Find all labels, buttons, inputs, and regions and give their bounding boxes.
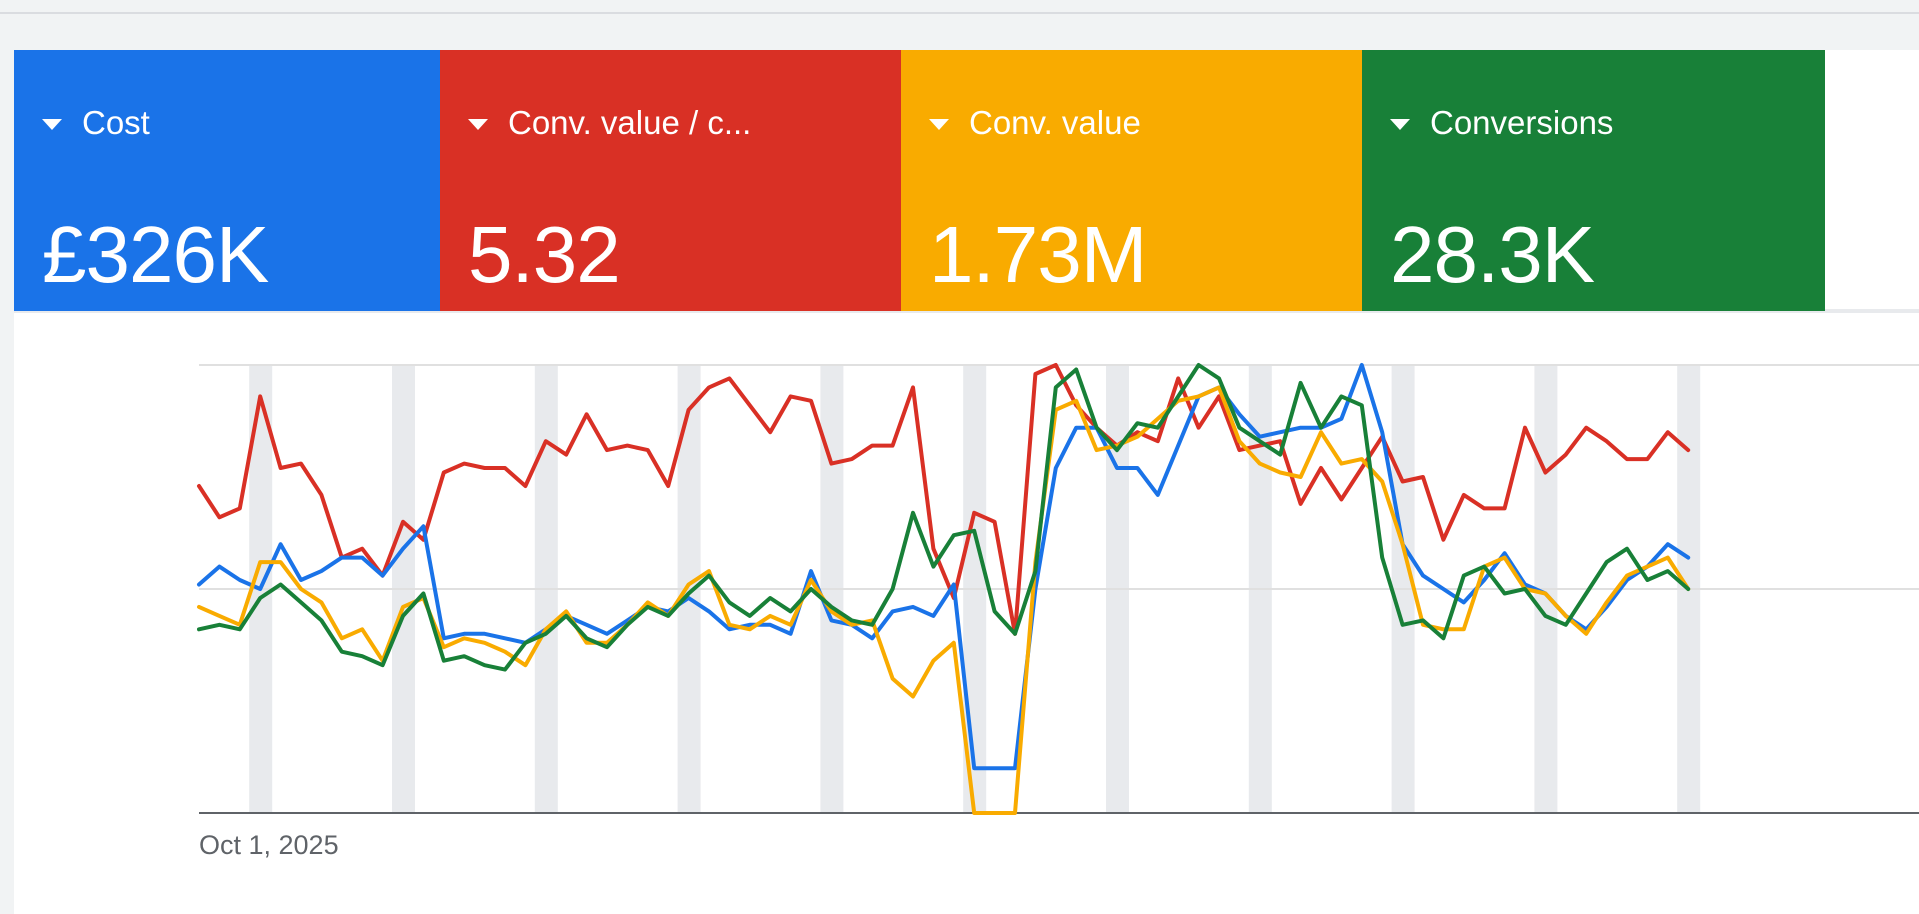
- scorecard-conv-value-value: 1.73M: [929, 210, 1147, 299]
- scorecard-cost-label: Cost: [82, 104, 150, 141]
- x-axis-start-label: Oct 1, 2025: [199, 830, 339, 860]
- top-band: [0, 0, 1919, 50]
- scorecard-cost-value: £326K: [42, 210, 269, 299]
- chart-gridlines: [199, 364, 1919, 814]
- scorecard-conversions[interactable]: Conversions 28.3K: [1362, 50, 1825, 311]
- chart-series: [197, 363, 1691, 815]
- scorecard-conversions-value: 28.3K: [1390, 210, 1595, 299]
- scorecard-conversions-label: Conversions: [1430, 104, 1614, 141]
- scorecard-conv-value-per-cost-label-row[interactable]: Conv. value / c...: [468, 104, 751, 142]
- dropdown-caret-icon[interactable]: [468, 118, 488, 130]
- scorecard-conversions-label-row[interactable]: Conversions: [1390, 104, 1613, 142]
- scorecard-conv-value-per-cost-value: 5.32: [468, 210, 621, 299]
- scorecard-underline: [14, 311, 1919, 313]
- empty-scorecard-slot[interactable]: [1825, 50, 1919, 311]
- series-line-conversions[interactable]: [197, 363, 1691, 672]
- dropdown-caret-icon[interactable]: [1390, 118, 1410, 130]
- scorecard-cost-label-row[interactable]: Cost: [42, 104, 150, 142]
- scorecard-cost[interactable]: Cost £326K: [14, 50, 440, 311]
- series-line-conv-value-c[interactable]: [197, 363, 1691, 636]
- dropdown-caret-icon[interactable]: [929, 118, 949, 130]
- dropdown-caret-icon[interactable]: [42, 118, 62, 130]
- scorecard-conv-value-per-cost[interactable]: Conv. value / c... 5.32: [440, 50, 901, 311]
- scorecard-conv-value-per-cost-label: Conv. value / c...: [508, 104, 752, 141]
- scorecard-conv-value[interactable]: Conv. value 1.73M: [901, 50, 1362, 311]
- scorecard-conv-value-label-row[interactable]: Conv. value: [929, 104, 1141, 142]
- series-line-cost[interactable]: [197, 363, 1691, 771]
- top-divider: [0, 12, 1919, 14]
- series-line-conv-value[interactable]: [197, 385, 1691, 815]
- scorecard-conv-value-label: Conv. value: [969, 104, 1141, 141]
- scorecard-row: Cost £326K Conv. value / c... 5.32 Conv.…: [14, 50, 1919, 311]
